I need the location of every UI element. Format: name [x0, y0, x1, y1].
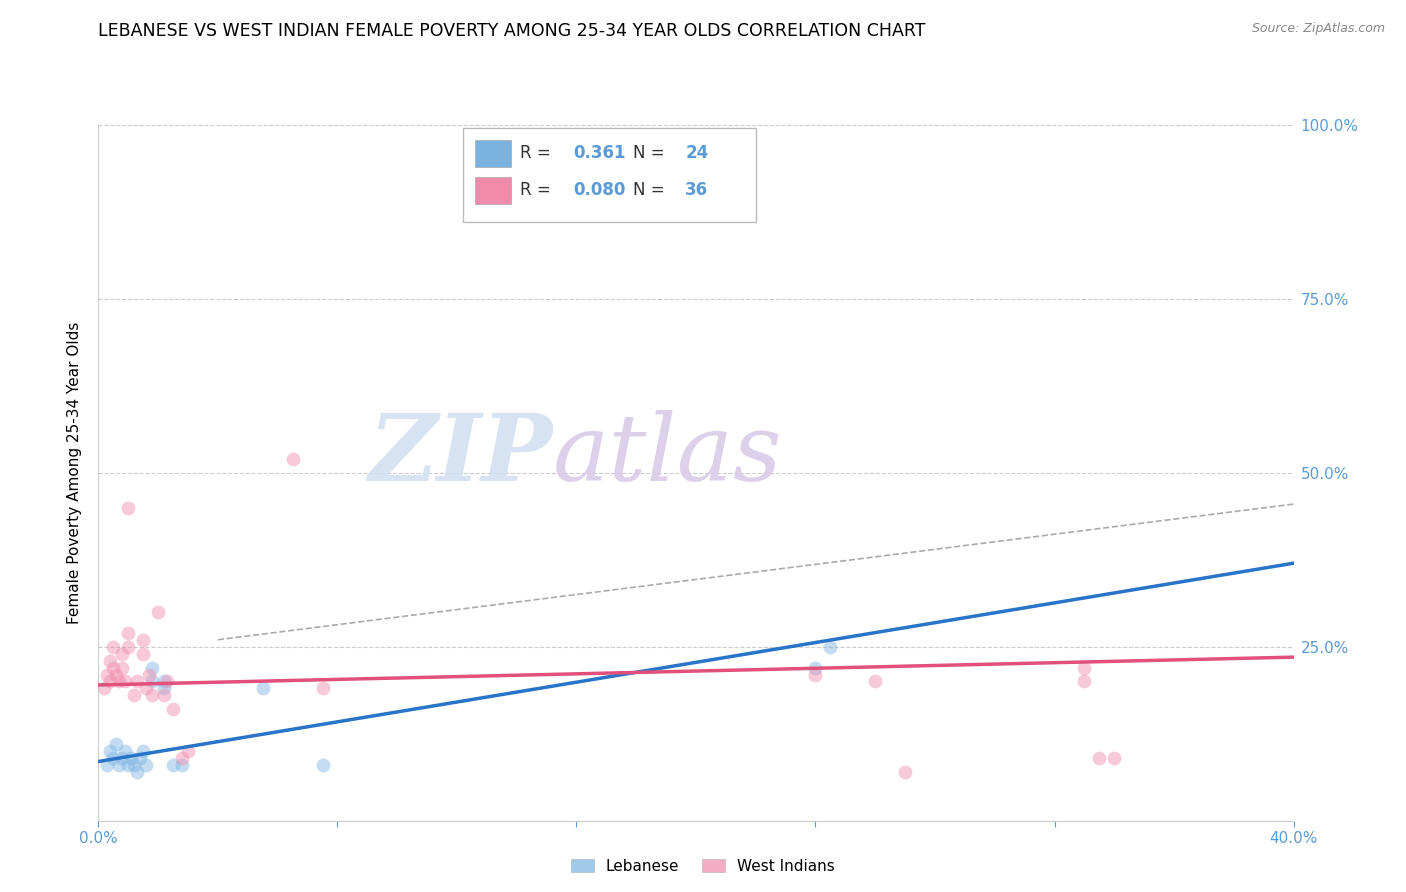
Point	[132, 647, 155, 661]
Point	[105, 737, 128, 751]
Point	[103, 660, 125, 674]
Point	[103, 751, 125, 765]
Y-axis label: Female Poverty Among 25-34 Year Olds: Female Poverty Among 25-34 Year Olds	[67, 322, 83, 624]
Point	[138, 667, 160, 681]
Point	[132, 632, 155, 647]
Text: R =: R =	[520, 181, 551, 199]
Point	[162, 702, 184, 716]
Text: atlas: atlas	[553, 410, 782, 500]
Point	[1088, 751, 1111, 765]
Point	[177, 744, 200, 758]
Point	[162, 758, 184, 772]
Text: 0.080: 0.080	[572, 181, 626, 199]
Point	[1104, 751, 1126, 765]
Point	[172, 758, 194, 772]
Point	[141, 674, 163, 689]
Point	[172, 751, 194, 765]
FancyBboxPatch shape	[475, 140, 510, 167]
Text: Source: ZipAtlas.com: Source: ZipAtlas.com	[1251, 22, 1385, 36]
Point	[804, 667, 827, 681]
Point	[153, 674, 176, 689]
Point	[865, 674, 887, 689]
FancyBboxPatch shape	[463, 128, 756, 222]
Text: 24: 24	[685, 145, 709, 162]
Point	[100, 674, 122, 689]
Point	[127, 764, 149, 779]
Point	[120, 751, 142, 765]
Point	[108, 758, 131, 772]
Point	[117, 500, 139, 515]
Text: N =: N =	[633, 181, 664, 199]
Point	[117, 640, 139, 654]
Point	[117, 625, 139, 640]
Text: N =: N =	[633, 145, 664, 162]
Point	[141, 660, 163, 674]
Point	[129, 751, 152, 765]
Point	[100, 654, 122, 668]
Point	[117, 758, 139, 772]
Point	[127, 674, 149, 689]
Point	[153, 681, 176, 696]
Point	[252, 681, 274, 696]
Point	[124, 689, 146, 703]
Point	[114, 744, 136, 758]
Point	[1073, 674, 1095, 689]
Point	[894, 764, 917, 779]
Point	[1073, 660, 1095, 674]
FancyBboxPatch shape	[475, 177, 510, 203]
Point	[96, 667, 118, 681]
Point	[153, 689, 176, 703]
Point	[100, 744, 122, 758]
Point	[135, 681, 157, 696]
Text: LEBANESE VS WEST INDIAN FEMALE POVERTY AMONG 25-34 YEAR OLDS CORRELATION CHART: LEBANESE VS WEST INDIAN FEMALE POVERTY A…	[98, 22, 927, 40]
Text: 0.361: 0.361	[572, 145, 626, 162]
Legend: Lebanese, West Indians: Lebanese, West Indians	[565, 853, 841, 880]
Point	[820, 640, 842, 654]
Point	[105, 667, 128, 681]
Point	[311, 681, 333, 696]
Point	[135, 758, 157, 772]
Point	[311, 758, 333, 772]
Point	[132, 744, 155, 758]
Point	[124, 758, 146, 772]
Text: R =: R =	[520, 145, 551, 162]
Point	[114, 674, 136, 689]
Point	[148, 605, 170, 619]
Point	[96, 758, 118, 772]
Text: 36: 36	[685, 181, 709, 199]
Point	[108, 674, 131, 689]
Point	[111, 751, 134, 765]
Point	[111, 647, 134, 661]
Point	[156, 674, 179, 689]
Point	[111, 660, 134, 674]
Point	[141, 689, 163, 703]
Point	[804, 660, 827, 674]
Text: ZIP: ZIP	[368, 410, 553, 500]
Point	[281, 451, 304, 466]
Point	[103, 640, 125, 654]
Point	[93, 681, 115, 696]
